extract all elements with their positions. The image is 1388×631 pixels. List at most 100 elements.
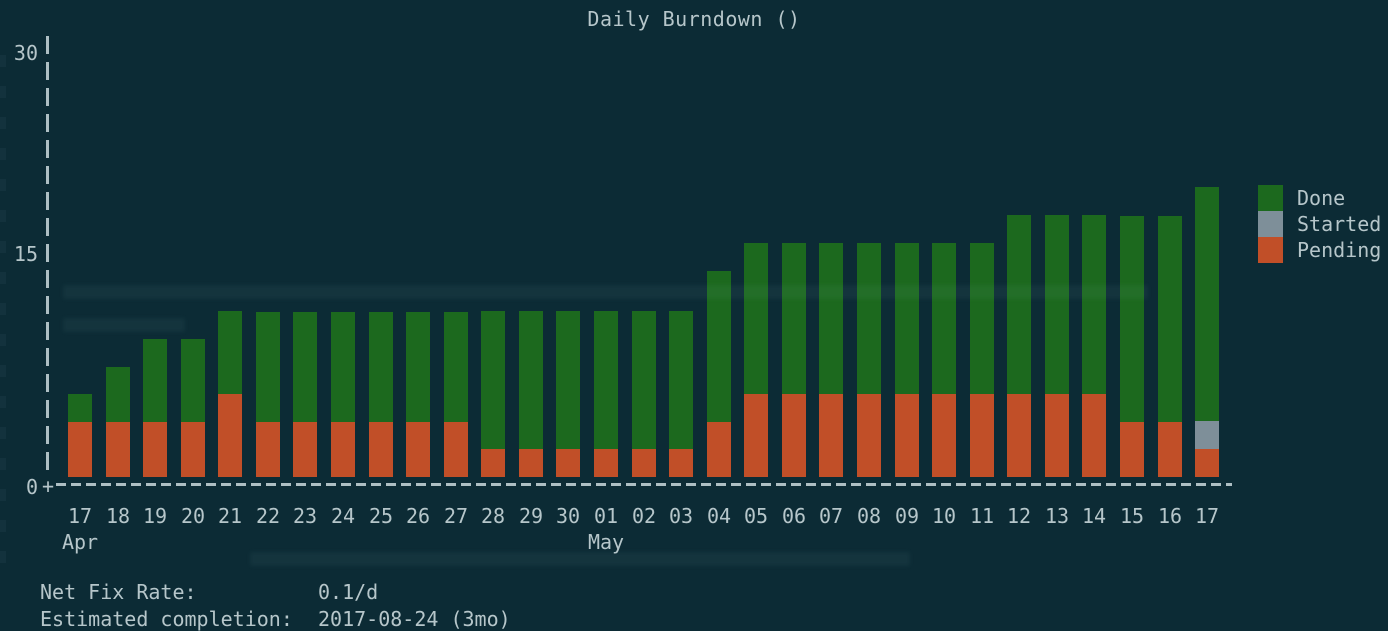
stacked-bar-1	[106, 367, 130, 477]
x-tick-label: 29	[518, 504, 544, 528]
ghost-text-row	[250, 552, 910, 566]
bar-segment-done	[293, 312, 317, 422]
x-tick-label: 13	[1044, 504, 1070, 528]
stacked-bar-15	[632, 311, 656, 477]
y-tick-label-0: 0	[25, 475, 38, 499]
stat-net-fix-rate-label: Net Fix Rate:	[40, 580, 197, 604]
ghost-text-row	[63, 318, 185, 332]
ghost-mark	[0, 427, 6, 439]
stat-net-fix-rate: Net Fix Rate: 0.1/d	[40, 580, 378, 604]
stacked-bar-30	[1195, 187, 1219, 477]
bar-segment-pending	[1158, 422, 1182, 477]
x-tick-label: 10	[931, 504, 957, 528]
bar-segment-pending	[256, 422, 280, 477]
bar-segment-done	[106, 367, 130, 422]
x-axis-dashed-line	[56, 483, 1232, 486]
ghost-mark	[0, 241, 6, 253]
ghost-mark	[0, 489, 6, 501]
bar-segment-pending	[68, 422, 92, 477]
bar-segment-done	[556, 311, 580, 449]
stacked-bar-16	[669, 311, 693, 477]
stacked-bar-22	[895, 243, 919, 477]
x-tick-label: 24	[330, 504, 356, 528]
stacked-bar-26	[1045, 215, 1069, 477]
stacked-bar-5	[256, 312, 280, 477]
bar-segment-done	[669, 311, 693, 449]
bar-segment-pending	[369, 422, 393, 477]
y-tick-label-30: 30	[13, 41, 38, 65]
bar-segment-done	[632, 311, 656, 449]
ghost-mark	[0, 303, 6, 315]
stacked-bar-28	[1120, 216, 1144, 477]
x-tick-label: 04	[706, 504, 732, 528]
bar-segment-done	[594, 311, 618, 449]
x-tick-label: 23	[292, 504, 318, 528]
bar-segment-pending	[293, 422, 317, 477]
bar-segment-pending	[481, 449, 505, 477]
stat-estimated-completion: Estimated completion: 2017-08-24 (3mo)	[40, 607, 511, 631]
bar-segment-done	[895, 243, 919, 394]
x-tick-label: 12	[1006, 504, 1032, 528]
axis-origin-marker: +	[42, 474, 55, 498]
x-tick-label: 08	[856, 504, 882, 528]
stacked-bar-18	[744, 243, 768, 477]
bar-segment-pending	[707, 422, 731, 477]
x-tick-label: 19	[142, 504, 168, 528]
ghost-text-row	[63, 285, 1148, 299]
bar-segment-done	[857, 243, 881, 394]
stacked-bar-9	[406, 312, 430, 477]
stacked-bar-19	[782, 243, 806, 477]
stacked-bar-8	[369, 312, 393, 477]
ghost-mark	[0, 272, 6, 284]
bar-segment-pending	[181, 422, 205, 477]
x-tick-label: 21	[217, 504, 243, 528]
bar-segment-pending	[519, 449, 543, 477]
ghost-mark	[0, 334, 6, 346]
y-axis-dashed-line	[46, 36, 49, 478]
bar-segment-pending	[819, 394, 843, 477]
legend-label-pending: Pending	[1297, 238, 1382, 262]
bar-segment-pending	[1082, 394, 1106, 477]
x-tick-label: 01	[593, 504, 619, 528]
bar-segment-done	[369, 312, 393, 422]
x-tick-label: 06	[781, 504, 807, 528]
ghost-mark	[0, 117, 6, 129]
x-tick-label: 28	[480, 504, 506, 528]
legend: Done Started Pending	[1258, 185, 1381, 263]
ghost-mark	[0, 55, 6, 67]
stacked-bar-21	[857, 243, 881, 477]
bar-segment-done	[181, 339, 205, 422]
ghost-mark	[0, 458, 6, 470]
bar-segment-done	[256, 312, 280, 422]
bar-segment-done	[1158, 216, 1182, 422]
ghost-mark	[0, 520, 6, 532]
x-tick-label: 14	[1081, 504, 1107, 528]
bar-segment-done	[406, 312, 430, 422]
legend-swatch-pending	[1258, 237, 1283, 263]
stat-estimated-completion-label: Estimated completion:	[40, 607, 293, 631]
stacked-bar-13	[556, 311, 580, 477]
bar-segment-done	[707, 271, 731, 422]
x-tick-label: 30	[555, 504, 581, 528]
x-tick-label: 22	[255, 504, 281, 528]
bar-segment-pending	[1007, 394, 1031, 477]
stacked-bar-10	[444, 312, 468, 477]
stacked-bar-14	[594, 311, 618, 477]
bar-segment-pending	[444, 422, 468, 477]
month-label-may: May	[587, 530, 625, 554]
stacked-bar-11	[481, 311, 505, 477]
bar-segment-done	[519, 311, 543, 449]
x-tick-label: 15	[1119, 504, 1145, 528]
x-tick-label: 27	[443, 504, 469, 528]
bar-segment-pending	[331, 422, 355, 477]
x-tick-label: 03	[668, 504, 694, 528]
stacked-bar-0	[68, 394, 92, 477]
bar-segment-done	[1195, 187, 1219, 421]
bar-segment-pending	[669, 449, 693, 477]
bar-segment-done	[932, 243, 956, 394]
bar-segment-pending	[744, 394, 768, 477]
legend-label-done: Done	[1297, 186, 1346, 210]
ghost-mark	[0, 86, 6, 98]
bar-segment-done	[819, 243, 843, 394]
bar-segment-done	[481, 311, 505, 449]
